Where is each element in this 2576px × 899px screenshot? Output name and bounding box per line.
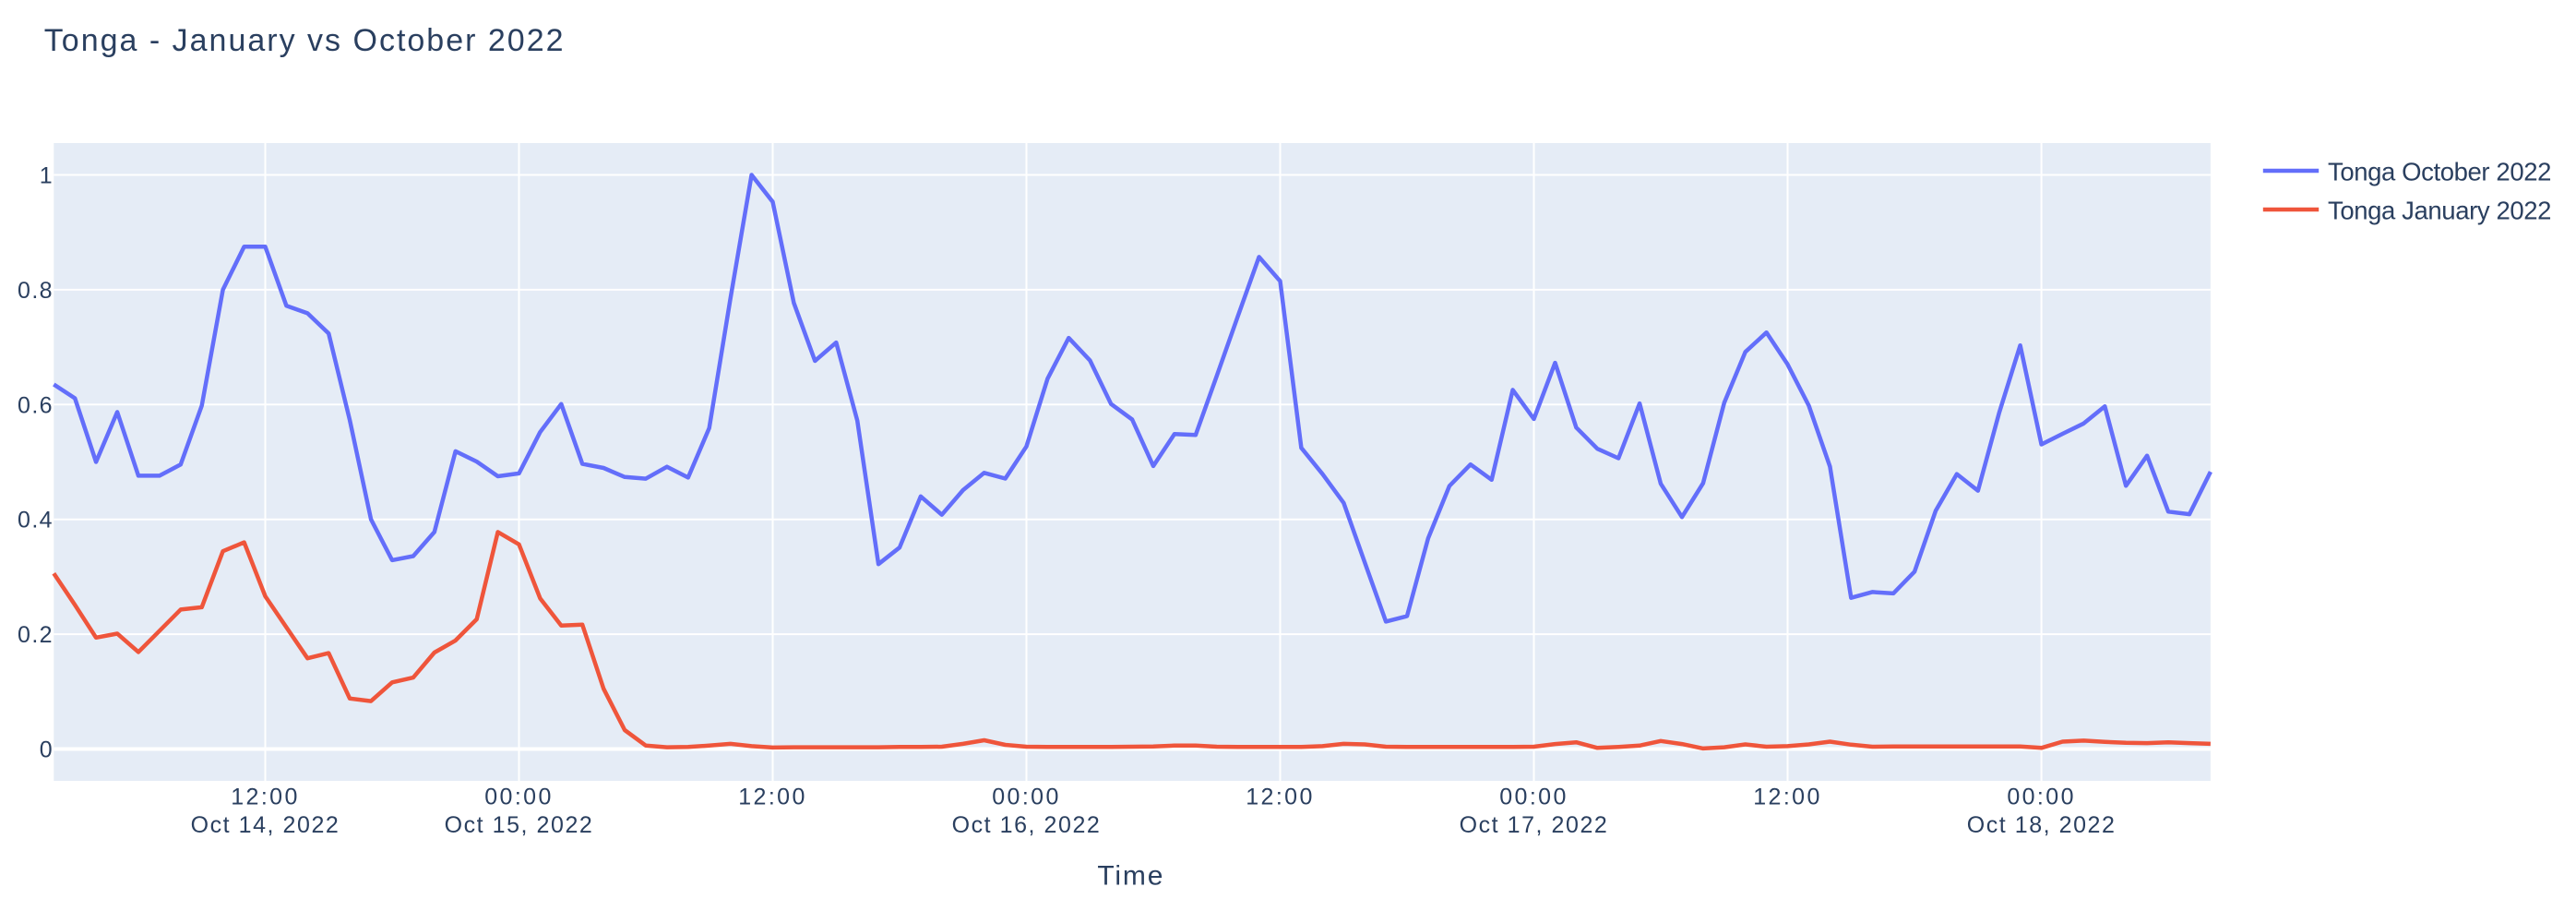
svg-text:0.6: 0.6: [18, 392, 54, 418]
svg-text:00:00: 00:00: [484, 785, 554, 810]
svg-text:1: 1: [40, 163, 54, 189]
svg-text:12:00: 12:00: [231, 785, 300, 810]
svg-text:0.8: 0.8: [18, 278, 54, 304]
svg-text:Time: Time: [1097, 860, 1164, 891]
svg-text:Tonga January 2022: Tonga January 2022: [2328, 196, 2551, 224]
svg-text:12:00: 12:00: [1753, 785, 1822, 810]
svg-text:00:00: 00:00: [1499, 785, 1568, 810]
svg-text:Oct 14, 2022: Oct 14, 2022: [191, 812, 340, 838]
svg-text:Tonga - January vs October 202: Tonga - January vs October 2022: [44, 23, 566, 58]
svg-text:Tonga October 2022: Tonga October 2022: [2328, 157, 2551, 186]
svg-text:0.4: 0.4: [18, 508, 54, 533]
svg-text:Oct 18, 2022: Oct 18, 2022: [1967, 812, 2117, 838]
svg-text:0.2: 0.2: [18, 622, 54, 648]
svg-text:12:00: 12:00: [738, 785, 807, 810]
svg-text:00:00: 00:00: [992, 785, 1061, 810]
svg-text:0: 0: [40, 737, 54, 763]
svg-text:00:00: 00:00: [2007, 785, 2076, 810]
svg-text:12:00: 12:00: [1246, 785, 1315, 810]
svg-text:Oct 17, 2022: Oct 17, 2022: [1460, 812, 1609, 838]
svg-text:Oct 15, 2022: Oct 15, 2022: [445, 812, 594, 838]
svg-text:Oct 16, 2022: Oct 16, 2022: [952, 812, 1102, 838]
